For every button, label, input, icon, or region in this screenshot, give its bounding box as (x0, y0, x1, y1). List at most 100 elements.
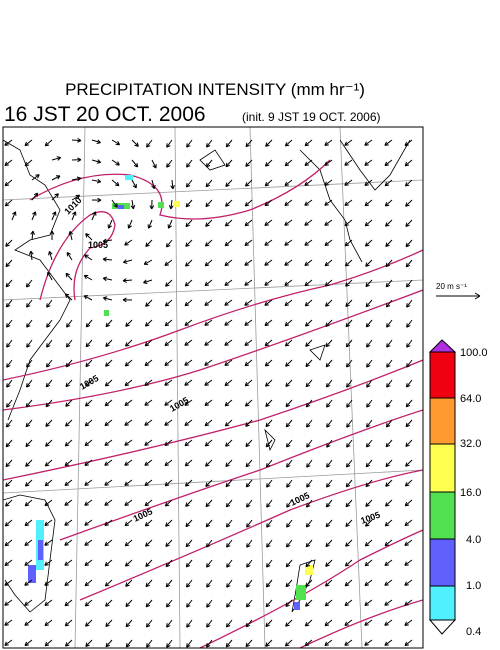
wind-arrow (224, 359, 233, 366)
wind-arrow (124, 479, 133, 486)
colorbar: 100.0 64.0 32.0 16.0 4.0 1.0 0.4 (428, 339, 488, 638)
wind-arrow (186, 139, 193, 148)
wind-arrow (345, 339, 353, 348)
wind-arrow (184, 399, 193, 406)
wind-arrow (206, 619, 213, 628)
wind-arrow (324, 179, 333, 186)
wind-arrow (147, 219, 153, 229)
wind-arrow (85, 639, 93, 647)
wind-arrow (5, 419, 13, 428)
wind-arrow (285, 379, 293, 388)
wind-arrow (145, 559, 153, 567)
wind-arrow (404, 179, 413, 187)
wind-arrow (244, 199, 253, 207)
wind-arrow (344, 139, 353, 146)
wind-arrow (165, 239, 173, 248)
wind-arrow (165, 519, 173, 527)
wind-arrow (24, 639, 33, 647)
wind-arrow (28, 250, 34, 261)
wind-arrow (364, 559, 373, 567)
wind-arrow (404, 579, 413, 586)
wind-arrow (365, 319, 373, 328)
wind-arrow (91, 178, 102, 184)
wind-arrow (185, 179, 193, 188)
wind-arrow (144, 379, 153, 387)
wind-arrow (305, 359, 313, 368)
wind-arrow (125, 319, 133, 327)
wind-arrow (345, 279, 353, 287)
wind-arrow (325, 319, 333, 327)
wind-arrow (205, 479, 213, 487)
wind-arrow (325, 559, 333, 567)
wind-arrow (102, 238, 113, 244)
wind-arrow (225, 619, 233, 628)
wind-arrow (404, 599, 413, 606)
wind-arrow (164, 399, 173, 406)
wind-arrow (44, 479, 53, 487)
wind-arrow (284, 259, 293, 266)
wind-arrow (111, 159, 120, 166)
wind-arrow (45, 359, 53, 368)
wind-arrow (84, 439, 93, 447)
wind-arrow (284, 239, 293, 246)
precip-cell (158, 202, 164, 208)
wind-arrow (265, 139, 273, 147)
wind-arrow (164, 499, 173, 507)
wind-arrow (405, 239, 413, 248)
wind-arrow (406, 319, 413, 328)
wind-arrow (186, 599, 193, 608)
wind-arrow (245, 179, 253, 187)
wind-arrow (5, 499, 13, 507)
wind-arrow (6, 319, 13, 328)
wind-arrow (105, 599, 113, 607)
wind-arrow (84, 254, 93, 261)
wind-arrow (84, 579, 93, 587)
wind-arrow (304, 139, 313, 147)
wind-arrow (245, 419, 253, 427)
colorbar-bin (429, 491, 456, 540)
wind-arrow (305, 379, 313, 388)
wind-arrow (131, 159, 139, 168)
wind-arrow (405, 199, 413, 207)
wind-arrow (144, 399, 153, 406)
wind-arrow (305, 539, 313, 548)
wind-arrow (144, 479, 153, 487)
wind-arrow (151, 159, 157, 169)
wind-arrow (64, 439, 73, 447)
isobar-label: 1005 (359, 510, 381, 526)
wind-arrow (45, 399, 53, 408)
wind-arrow (324, 239, 333, 247)
wind-arrow (244, 399, 253, 407)
wind-arrow (246, 499, 253, 508)
wind-arrow (4, 139, 13, 146)
wind-arrow (304, 279, 313, 287)
wind-arrow (124, 359, 133, 367)
wind-arrow (145, 239, 153, 247)
wind-arrow (324, 139, 333, 147)
wind-arrow (26, 299, 33, 308)
wind-arrow (65, 339, 73, 348)
colorbar-bin (429, 351, 456, 399)
wind-arrow (205, 519, 213, 528)
wind-arrow (85, 339, 93, 348)
isobar-label: 1005 (78, 373, 100, 392)
colorbar-bin (429, 397, 456, 445)
wind-arrow (405, 219, 413, 228)
wind-arrow (144, 419, 153, 426)
wind-arrow (306, 419, 313, 428)
wind-arrow (385, 239, 393, 247)
wind-arrow (245, 619, 253, 628)
wind-arrow (168, 199, 174, 210)
wind-arrow (384, 639, 393, 646)
wind-arrow (285, 539, 293, 548)
wind-arrow (44, 579, 53, 586)
wind-arrow (306, 499, 313, 508)
wind-arrow (91, 139, 101, 144)
wind-arrow (265, 459, 273, 468)
wind-arrow (385, 419, 393, 428)
wind-arrow (245, 599, 253, 608)
wind-arrow (366, 399, 373, 408)
wind-arrow (84, 539, 93, 546)
wind-arrow (47, 271, 53, 281)
wind-arrow (384, 619, 393, 626)
